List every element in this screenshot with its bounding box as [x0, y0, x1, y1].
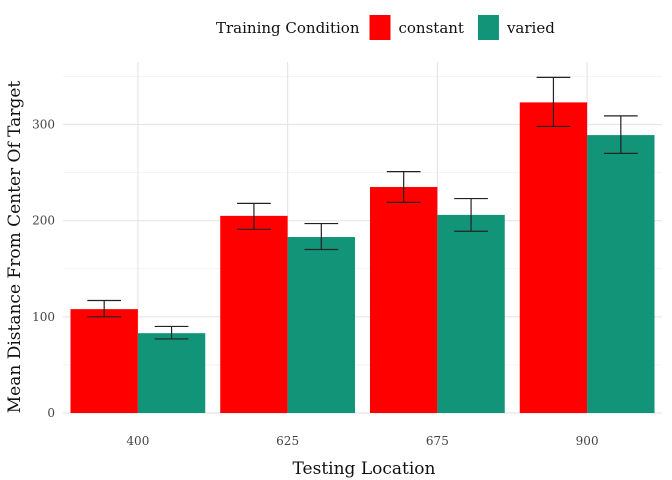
- x-axis-title: Testing Location: [293, 459, 436, 479]
- y-tick-label: 0: [47, 406, 55, 420]
- bar-constant-400: [70, 309, 138, 413]
- bar-varied-400: [137, 333, 206, 413]
- bars: [70, 102, 655, 413]
- x-tick-label: 400: [126, 434, 149, 448]
- legend-label-constant: constant: [399, 19, 464, 37]
- bar-varied-900: [587, 135, 655, 413]
- bar-varied-675: [437, 214, 505, 413]
- legend-label-varied: varied: [506, 19, 555, 37]
- y-axis-ticks: 0 100 200 300: [32, 118, 55, 420]
- x-tick-label: 900: [576, 434, 599, 448]
- bar-constant-675: [369, 187, 438, 413]
- y-axis-title: Mean Distance From Center Of Target: [5, 81, 25, 414]
- x-tick-label: 675: [426, 434, 449, 448]
- bar-constant-625: [220, 215, 288, 413]
- legend-swatch-constant: [369, 15, 391, 40]
- x-tick-label: 625: [276, 434, 299, 448]
- y-tick-label: 300: [32, 118, 55, 132]
- y-tick-label: 100: [32, 310, 55, 324]
- error-bars: [87, 76, 638, 340]
- legend: Training Condition constant varied: [216, 15, 555, 40]
- bar-constant-900: [519, 102, 588, 413]
- y-tick-label: 200: [32, 214, 55, 228]
- bar-varied-625: [287, 237, 356, 413]
- legend-title: Training Condition: [216, 19, 360, 37]
- x-axis-ticks: 400 625 675 900: [126, 434, 598, 448]
- legend-swatch-varied: [477, 15, 499, 40]
